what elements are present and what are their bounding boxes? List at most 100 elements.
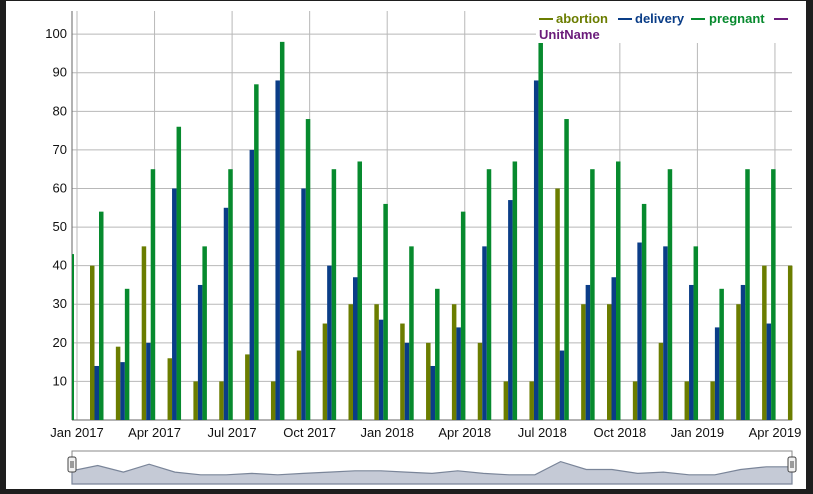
pregnant-bar[interactable]	[693, 246, 699, 420]
legend-item-unitname[interactable]: UnitName	[539, 27, 600, 42]
pregnant-bar[interactable]	[512, 161, 518, 420]
delivery-bar[interactable]	[197, 284, 203, 420]
delivery-bar[interactable]	[301, 188, 306, 420]
delivery-bar[interactable]	[533, 80, 539, 421]
abortion-bar[interactable]	[658, 342, 664, 420]
pregnant-bar[interactable]	[409, 246, 414, 420]
abortion-bar[interactable]	[529, 381, 534, 420]
abortion-bar[interactable]	[607, 304, 612, 420]
x-tick-label: Oct 2017	[283, 425, 336, 440]
abortion-bar[interactable]	[374, 304, 379, 420]
delivery-bar[interactable]	[714, 327, 720, 420]
delivery-bar[interactable]	[430, 365, 436, 420]
pregnant-bar[interactable]	[641, 203, 647, 420]
pregnant-bar[interactable]	[99, 211, 104, 420]
pregnant-bar[interactable]	[124, 288, 130, 420]
x-tick-label: Jul 2018	[518, 425, 567, 440]
abortion-bar[interactable]	[762, 265, 767, 420]
legend-background	[536, 11, 792, 43]
delivery-bar[interactable]	[456, 327, 461, 420]
x-axis-ticks: Jan 2017 Apr 2017 Jul 2017 Oct 2017 Jan 2018…	[50, 425, 801, 440]
abortion-bar[interactable]	[400, 323, 405, 420]
abortion-bar[interactable]	[684, 381, 690, 420]
abortion-bar[interactable]	[477, 342, 483, 420]
delivery-bar[interactable]	[404, 342, 410, 420]
delivery-bar[interactable]	[172, 188, 177, 420]
pregnant-bar[interactable]	[357, 161, 363, 420]
delivery-bar[interactable]	[689, 284, 694, 420]
abortion-bar[interactable]	[90, 265, 95, 420]
delivery-bar[interactable]	[146, 342, 151, 420]
pregnant-bar[interactable]	[667, 169, 673, 420]
abortion-bar[interactable]	[736, 304, 741, 420]
pregnant-bar[interactable]	[590, 169, 595, 420]
abortion-bar[interactable]	[632, 381, 638, 420]
y-tick-label: 80	[53, 103, 67, 118]
delivery-bar[interactable]	[94, 365, 100, 420]
abortion-bar[interactable]	[710, 381, 715, 420]
legend-item-delivery[interactable]: delivery	[618, 11, 685, 26]
abortion-bar[interactable]	[115, 346, 121, 420]
unitname-bar[interactable]	[72, 254, 74, 420]
pregnant-bar[interactable]	[435, 288, 440, 420]
pregnant-bar[interactable]	[228, 169, 233, 420]
pregnant-bar[interactable]	[254, 84, 259, 421]
pregnant-bar[interactable]	[279, 41, 285, 421]
abortion-bar[interactable]	[245, 354, 250, 420]
abortion-bar[interactable]	[193, 381, 198, 420]
pregnant-bar[interactable]	[486, 169, 492, 420]
delivery-bar[interactable]	[378, 319, 384, 420]
abortion-bar[interactable]	[426, 342, 431, 420]
pregnant-bar[interactable]	[564, 119, 569, 421]
y-tick-label: 50	[53, 219, 67, 234]
abortion-bar[interactable]	[581, 304, 586, 420]
abortion-bar[interactable]	[555, 188, 560, 420]
legend[interactable]: abortion delivery pregnant UnitName	[536, 11, 792, 43]
abortion-bar[interactable]	[503, 381, 509, 420]
delivery-bar[interactable]	[637, 242, 642, 420]
legend-item-pregnant[interactable]: pregnant	[691, 11, 765, 26]
chart-canvas: 10 20 30 40 50 60 70 80 90 100 Jan 2017 Apr 2017 Ju…	[6, 1, 806, 489]
delivery-bar[interactable]	[275, 80, 280, 421]
pregnant-bar[interactable]	[150, 169, 156, 420]
delivery-bar[interactable]	[559, 350, 565, 420]
pregnant-bar[interactable]	[745, 169, 750, 420]
pregnant-bar[interactable]	[202, 246, 207, 420]
delivery-bar[interactable]	[353, 277, 358, 420]
delivery-bar[interactable]	[120, 362, 125, 420]
pregnant-bar[interactable]	[176, 126, 182, 421]
abortion-bar[interactable]	[296, 350, 302, 420]
pregnant-bar[interactable]	[305, 119, 311, 421]
delivery-bar[interactable]	[249, 149, 255, 421]
delivery-bar[interactable]	[740, 284, 746, 420]
pregnant-bar[interactable]	[771, 169, 776, 420]
abortion-bar[interactable]	[322, 323, 328, 420]
range-navigator[interactable]	[67, 450, 797, 485]
pregnant-bar[interactable]	[331, 169, 337, 420]
delivery-bar[interactable]	[327, 265, 332, 420]
delivery-bar[interactable]	[611, 277, 617, 420]
abortion-bar[interactable]	[787, 265, 793, 420]
navigator-handle-right[interactable]	[787, 456, 797, 473]
pregnant-bar[interactable]	[460, 211, 466, 420]
legend-label: delivery	[635, 11, 685, 26]
navigator-handle-left[interactable]	[67, 456, 77, 473]
pregnant-bar[interactable]	[383, 203, 388, 420]
pregnant-bar[interactable]	[616, 161, 621, 420]
legend-item-abortion[interactable]: abortion	[539, 11, 608, 26]
delivery-bar[interactable]	[585, 284, 591, 420]
delivery-bar[interactable]	[223, 207, 229, 420]
abortion-bar[interactable]	[451, 304, 457, 420]
abortion-bar[interactable]	[348, 304, 354, 420]
abortion-bar[interactable]	[270, 381, 276, 420]
delivery-bar[interactable]	[766, 323, 772, 420]
abortion-bar[interactable]	[167, 358, 173, 420]
pregnant-bar[interactable]	[719, 288, 724, 420]
pregnant-bar[interactable]	[538, 41, 543, 421]
delivery-bar[interactable]	[482, 246, 487, 420]
delivery-bar[interactable]	[663, 246, 668, 420]
delivery-bar[interactable]	[508, 200, 513, 420]
abortion-bar[interactable]	[141, 246, 147, 420]
abortion-bar[interactable]	[219, 381, 224, 420]
